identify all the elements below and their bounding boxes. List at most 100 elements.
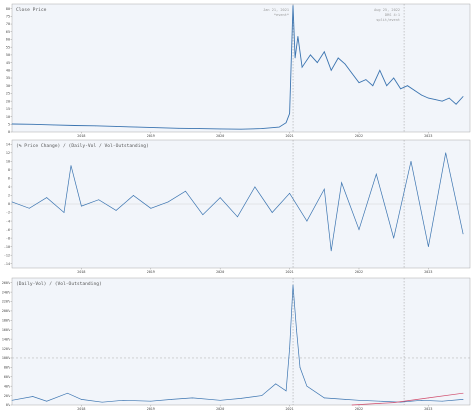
- data-point: [202, 214, 204, 216]
- data-point: [462, 392, 464, 394]
- data-point: [292, 5, 294, 6]
- data-point: [310, 54, 311, 56]
- plot-area: [11, 277, 471, 406]
- y-tick-label: 220%: [2, 300, 10, 304]
- data-point: [46, 400, 48, 402]
- data-point: [240, 128, 242, 130]
- x-tick-label: 2021: [285, 407, 293, 411]
- y-tick-label: 25: [6, 92, 10, 96]
- y-tick-label: 60: [6, 38, 10, 42]
- data-point: [28, 207, 30, 209]
- data-point: [285, 390, 287, 392]
- data-point: [462, 399, 464, 400]
- data-point: [301, 66, 303, 68]
- data-point: [171, 399, 172, 400]
- y-tick-label: -10: [4, 245, 10, 249]
- x-tick-label: 2023: [424, 407, 432, 411]
- annotation-label: Aug 25, 2022: [374, 8, 400, 12]
- y-tick-label: 50: [6, 53, 10, 57]
- data-point: [393, 237, 395, 239]
- y-tick-label: -2: [6, 211, 10, 215]
- data-point: [393, 77, 395, 79]
- data-point: [372, 85, 374, 87]
- y-tick-label: 35: [6, 76, 10, 80]
- chart-title: Close Price: [16, 7, 47, 13]
- y-tick-label: 30: [6, 84, 10, 88]
- data-point: [428, 97, 429, 99]
- y-tick-label: 75: [6, 15, 10, 19]
- data-point: [330, 69, 332, 71]
- chart-title: (% Price Change) / (Daily-Vol / Vol-Outs…: [16, 143, 149, 149]
- y-tick-label: 60%: [4, 375, 10, 379]
- y-tick-label: 0: [8, 130, 10, 134]
- data-point: [316, 62, 318, 63]
- data-point: [358, 229, 360, 230]
- x-tick-label: 2018: [77, 407, 85, 411]
- y-tick-label: 20%: [4, 394, 10, 398]
- x-tick-label: 2021: [285, 134, 293, 138]
- data-point: [150, 207, 152, 209]
- data-point: [70, 165, 72, 166]
- y-tick-label: 100%: [2, 356, 10, 360]
- data-point: [297, 36, 299, 37]
- y-tick-label: -4: [6, 219, 10, 223]
- data-point: [94, 125, 96, 127]
- data-point: [292, 284, 294, 286]
- data-point: [237, 216, 238, 218]
- data-point: [133, 195, 134, 196]
- y-tick-label: 200%: [2, 309, 10, 313]
- data-point: [400, 88, 401, 90]
- chart-title: (Daily-Vol) / (Vol-Outstanding): [16, 281, 102, 287]
- data-point: [448, 97, 450, 99]
- y-tick-label: 40%: [4, 384, 10, 388]
- data-point: [462, 96, 464, 97]
- y-tick-label: 6: [8, 177, 10, 181]
- data-point: [219, 197, 221, 198]
- data-point: [11, 399, 13, 401]
- y-tick-label: 140%: [2, 337, 10, 341]
- data-point: [254, 186, 256, 188]
- data-point: [150, 400, 152, 402]
- data-point: [289, 113, 290, 114]
- data-point: [351, 73, 353, 74]
- data-point: [32, 396, 34, 397]
- data-point: [445, 152, 447, 154]
- data-point: [441, 400, 443, 402]
- x-tick-label: 2019: [147, 270, 155, 274]
- data-point: [410, 160, 412, 162]
- data-point: [323, 188, 325, 190]
- data-point: [441, 100, 443, 102]
- data-point: [32, 123, 34, 125]
- data-point: [434, 99, 436, 100]
- data-point: [306, 385, 308, 387]
- data-point: [278, 126, 280, 128]
- y-tick-label: 10: [6, 115, 10, 119]
- data-point: [393, 402, 395, 403]
- data-point: [178, 127, 179, 129]
- y-tick-label: 8: [8, 168, 10, 172]
- data-point: [63, 212, 65, 213]
- data-point: [344, 63, 346, 65]
- y-tick-label: 12: [6, 151, 10, 155]
- data-point: [421, 399, 422, 401]
- data-point: [294, 57, 296, 59]
- y-tick-label: 260%: [2, 281, 10, 285]
- data-point: [81, 399, 82, 400]
- data-point: [67, 392, 68, 394]
- data-point: [53, 124, 54, 126]
- data-point: [101, 401, 103, 403]
- x-tick-label: 2019: [147, 407, 155, 411]
- data-point: [11, 201, 13, 203]
- data-point: [240, 398, 242, 399]
- y-tick-label: 2: [8, 194, 10, 198]
- data-point: [358, 82, 360, 84]
- x-tick-label: 2020: [216, 134, 224, 138]
- series-line: [11, 285, 464, 403]
- y-tick-label: 0: [8, 202, 10, 206]
- data-point: [157, 127, 159, 129]
- annotation-label: Jan 21, 2021: [263, 8, 289, 12]
- y-tick-label: 10: [6, 160, 10, 164]
- data-point: [428, 397, 429, 399]
- data-point: [115, 210, 117, 211]
